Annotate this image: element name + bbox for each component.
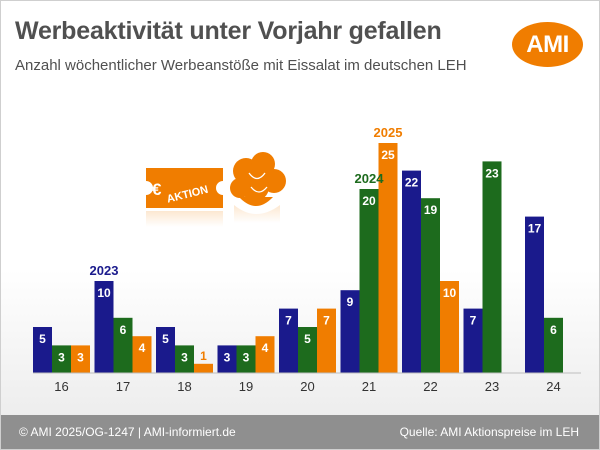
data-label: 6 — [550, 323, 557, 337]
data-label: 7 — [323, 314, 330, 328]
x-tick-label: 24 — [546, 379, 560, 394]
data-label: 4 — [262, 341, 269, 355]
footer-copyright: © AMI 2025/OG-1247 | AMI-informiert.de — [19, 425, 236, 439]
euro-symbol: € — [152, 180, 162, 199]
data-label: 23 — [485, 166, 499, 180]
data-label: 17 — [528, 222, 542, 236]
data-label: 3 — [181, 350, 188, 364]
bar-2025-week-20 — [317, 308, 336, 373]
ami-logo: AMI — [512, 22, 583, 67]
x-tick-label: 18 — [177, 379, 191, 394]
x-tick-label: 16 — [54, 379, 68, 394]
bar-2024-week-24 — [544, 317, 563, 373]
bar-2025-week-22 — [440, 281, 459, 373]
bar-2023-week-24 — [525, 216, 544, 373]
data-label: 20 — [362, 194, 376, 208]
data-label: 5 — [39, 332, 46, 346]
data-label: 25 — [381, 148, 395, 162]
bar-2023-week-18 — [156, 327, 175, 373]
bar-2023-week-19 — [217, 345, 237, 373]
lettuce-icon — [230, 152, 286, 223]
data-label: 6 — [120, 323, 127, 337]
bar-2025-week-16 — [71, 345, 90, 373]
bar-2023-week-22 — [402, 170, 421, 373]
bar-2023-week-21 — [340, 290, 360, 373]
bar-2024-week-18 — [175, 345, 194, 373]
data-label: 7 — [285, 314, 292, 328]
bar-2025-week-19 — [255, 336, 275, 373]
series-label-2025: 2025 — [374, 125, 403, 140]
bar-2023-week-17 — [94, 281, 114, 373]
data-label: 3 — [224, 350, 231, 364]
series-label-2023: 2023 — [90, 263, 119, 278]
data-label: 3 — [77, 350, 84, 364]
footer: © AMI 2025/OG-1247 | AMI-informiert.de Q… — [1, 415, 599, 449]
x-tick-label: 21 — [362, 379, 376, 394]
aktion-ticket-icon: € AKTION — [146, 168, 223, 227]
bar-2025-week-21 — [378, 143, 398, 373]
data-label: 3 — [58, 350, 65, 364]
data-label: 7 — [470, 314, 477, 328]
bar-2025-week-17 — [132, 336, 152, 373]
bar-2023-week-20 — [279, 308, 298, 373]
x-tick-label: 17 — [116, 379, 130, 394]
footer-source: Quelle: AMI Aktionspreise im LEH — [399, 425, 579, 439]
data-label: 19 — [424, 203, 438, 217]
bar-2024-week-21 — [359, 189, 379, 373]
bar-2024-week-20 — [298, 327, 317, 373]
chart-subtitle: Anzahl wöchentlicher Werbeanstöße mit Ei… — [15, 57, 467, 74]
bar-2024-week-23 — [482, 161, 502, 373]
bar-2024-week-19 — [236, 345, 256, 373]
series-label-2024: 2024 — [355, 171, 385, 186]
bar-2025-week-18 — [194, 363, 213, 373]
data-label: 10 — [443, 286, 457, 300]
bar-2024-week-17 — [113, 317, 133, 373]
data-label: 1 — [200, 349, 207, 363]
x-tick-label: 23 — [485, 379, 499, 394]
data-label: 5 — [162, 332, 169, 346]
bar-2023-week-23 — [463, 308, 483, 373]
bar-2023-week-16 — [33, 327, 52, 373]
data-label: 22 — [405, 176, 419, 190]
x-tick-label: 19 — [239, 379, 253, 394]
bar-2024-week-22 — [421, 198, 440, 373]
bar-2024-week-16 — [52, 345, 71, 373]
data-label: 4 — [139, 341, 146, 355]
x-tick-label: 20 — [300, 379, 314, 394]
data-label: 5 — [304, 332, 311, 346]
data-label: 9 — [347, 295, 354, 309]
data-label: 10 — [97, 286, 111, 300]
data-label: 3 — [243, 350, 250, 364]
x-tick-label: 22 — [423, 379, 437, 394]
chart-title: Werbeaktivität unter Vorjahr gefallen — [15, 17, 442, 45]
